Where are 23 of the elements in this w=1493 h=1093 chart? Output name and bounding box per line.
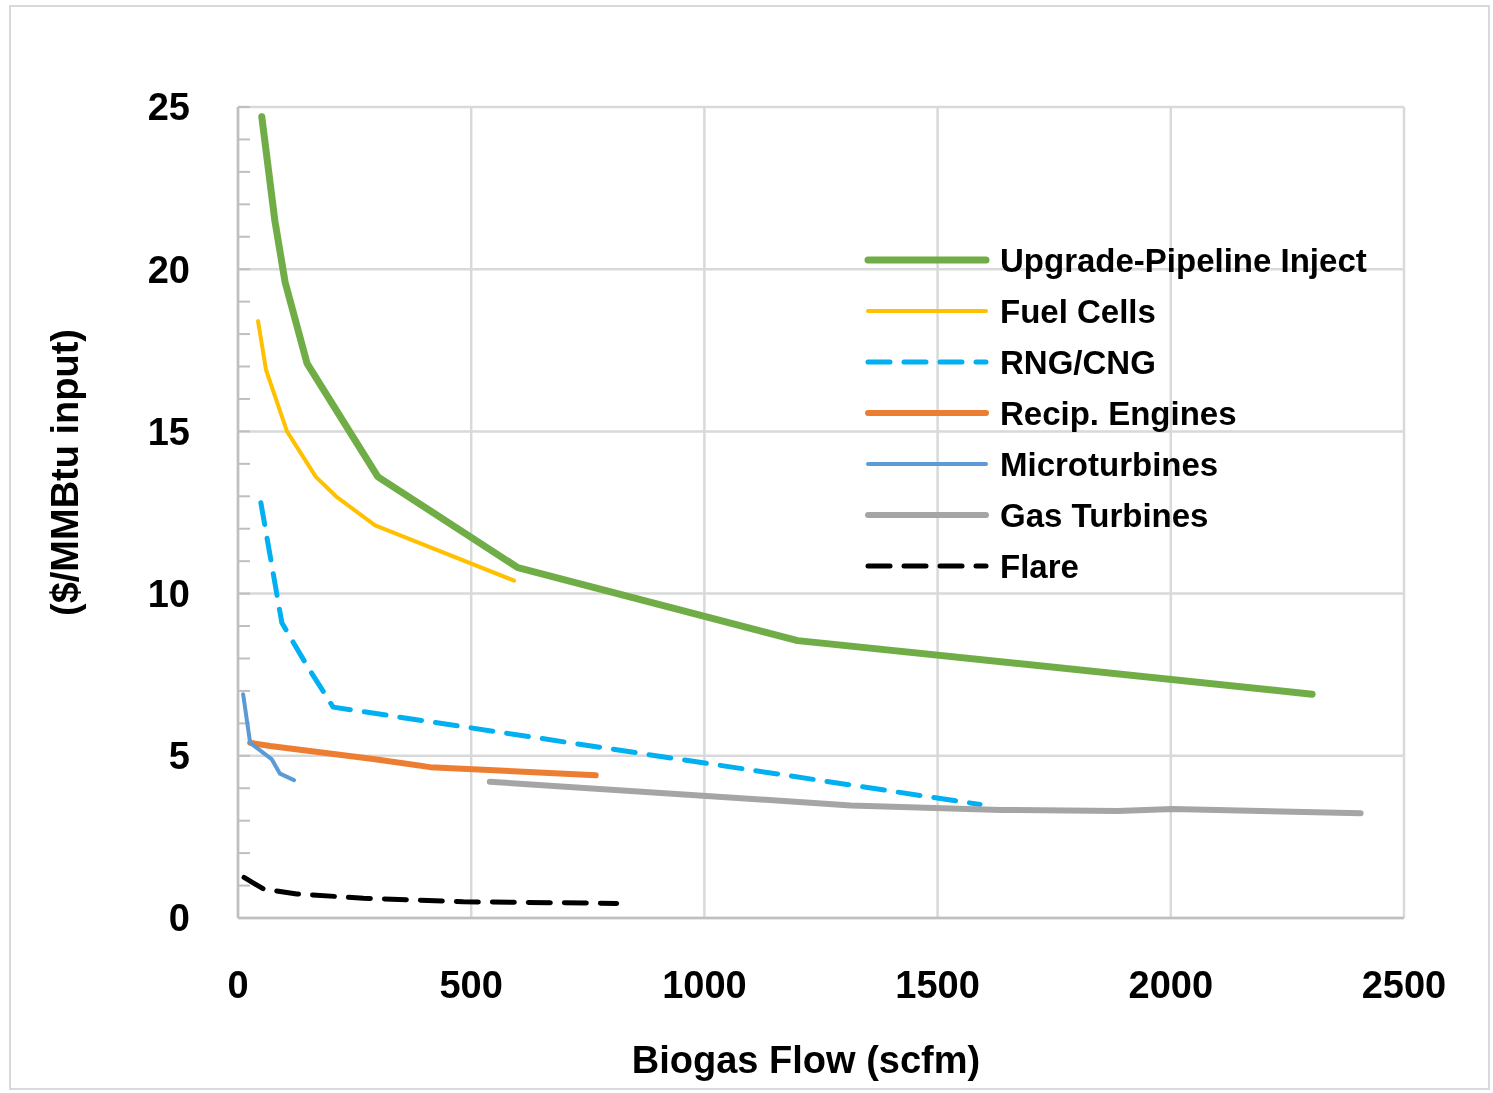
x-tick-label: 2500 [1361,964,1447,1006]
legend-label: Fuel Cells [1000,292,1156,330]
y-tick-label: 20 [147,248,190,291]
y-tick-label: 10 [147,572,190,615]
legend-label: Flare [1000,547,1079,585]
legend-label: RNG/CNG [1000,343,1156,381]
legend-label: Upgrade-Pipeline Inject [1000,241,1367,279]
x-tick-label: 1500 [895,964,980,1006]
x-tick-label: 2000 [1128,964,1214,1006]
legend-label: Microturbines [1000,445,1219,483]
x-tick-label: 0 [227,964,249,1006]
x-tick-label: 1000 [662,964,747,1006]
y-tick-label: 15 [147,410,190,453]
y-tick-label: 0 [168,897,190,940]
y-tick-label: 25 [147,86,190,129]
x-tick-label: 500 [439,964,503,1006]
legend-label: Recip. Engines [1000,394,1237,432]
y-tick-label: 5 [168,735,190,778]
line-series [256,319,517,583]
y-axis-title: ($/MMBtu input) [44,328,86,617]
legend-label: Gas Turbines [1000,496,1209,534]
line-series [241,692,296,783]
x-axis-title: Biogas Flow (scfm) [631,1039,981,1081]
